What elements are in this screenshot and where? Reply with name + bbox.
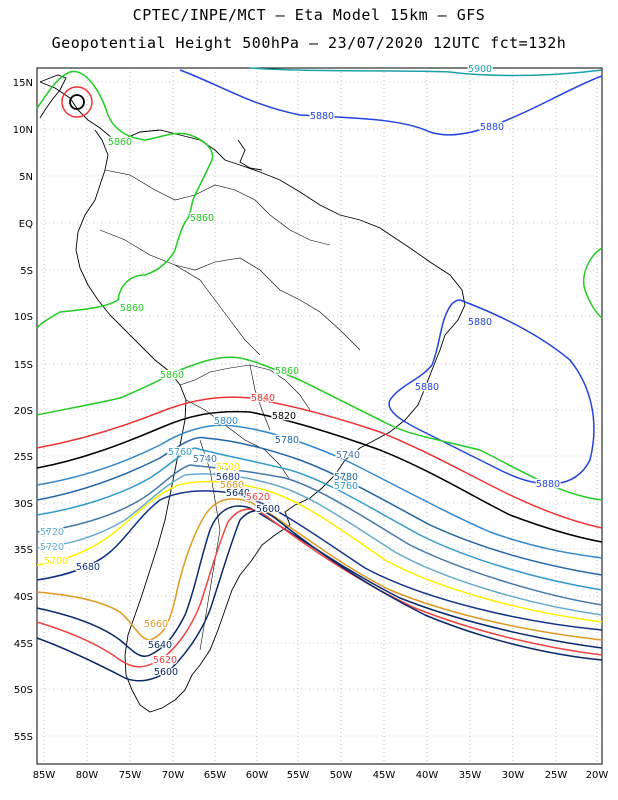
lat-label: 55S	[14, 732, 33, 743]
contour-label-5860: 5860	[108, 137, 132, 148]
lon-label: 70W	[162, 770, 185, 781]
lon-label: 80W	[76, 770, 99, 781]
lat-label: EQ	[19, 219, 33, 230]
contour-label-5880: 5880	[310, 111, 334, 122]
contour-5880-north	[179, 69, 603, 136]
lat-label: 30S	[14, 499, 33, 510]
lat-label: 15N	[13, 78, 33, 89]
lat-label: 10S	[14, 312, 33, 323]
contour-5640	[36, 505, 603, 657]
contour-5780	[36, 436, 603, 576]
contour-5740	[36, 464, 603, 606]
contour-5860-east	[583, 247, 603, 319]
contour-5820	[36, 410, 603, 543]
lat-label: 5N	[19, 172, 33, 183]
lon-label: 50W	[330, 770, 353, 781]
contour-label-5720: 5720	[40, 527, 64, 538]
longitude-labels: 85W 80W 75W 70W 65W 60W 55W 50W 45W 40W 35W 30W 25W 2…	[33, 770, 609, 781]
lon-label: 75W	[119, 770, 142, 781]
contour-label-5820: 5820	[272, 411, 296, 422]
contour-label-5780: 5780	[275, 435, 299, 446]
contour-label-5880: 5880	[415, 382, 439, 393]
contour-label-5760: 5760	[168, 447, 192, 458]
lon-label: 65W	[204, 770, 227, 781]
contour-5720	[36, 473, 603, 616]
lat-lon-grid	[37, 68, 602, 764]
contour-label-5600: 5600	[154, 667, 178, 678]
lon-label: 30W	[502, 770, 525, 781]
contour-label-5760: 5760	[334, 481, 358, 492]
contour-label-5640: 5640	[226, 488, 250, 499]
contour-5660	[36, 498, 603, 641]
contour-5860-north	[36, 70, 214, 329]
lat-label: 35S	[14, 545, 33, 556]
lat-label: 10N	[13, 125, 33, 136]
contour-label-5700: 5700	[44, 556, 68, 567]
contour-5760	[36, 447, 603, 591]
contour-label-5860: 5860	[190, 213, 214, 224]
contour-label-5740: 5740	[193, 454, 217, 465]
contour-5680	[36, 490, 603, 631]
lon-label: 45W	[373, 770, 396, 781]
lon-label: 25W	[545, 770, 568, 781]
contour-label-5740: 5740	[336, 450, 360, 461]
contour-5620	[36, 508, 603, 668]
lat-label: 25S	[14, 452, 33, 463]
contour-label-5840: 5840	[251, 393, 275, 404]
contour-5900	[249, 67, 603, 77]
contour-5800	[36, 424, 603, 559]
contour-label-5880: 5880	[536, 479, 560, 490]
contour-5840	[36, 396, 603, 529]
contour-label-5680: 5680	[216, 472, 240, 483]
lon-label: 35W	[459, 770, 482, 781]
lat-label: 15S	[14, 360, 33, 371]
contour-label-5700: 5700	[216, 462, 240, 473]
contour-lines	[36, 67, 603, 682]
map-frame	[36, 67, 603, 765]
lon-label: 85W	[33, 770, 56, 781]
contour-label-5860: 5860	[120, 303, 144, 314]
contour-label-5880: 5880	[480, 122, 504, 133]
lat-label: 45S	[14, 639, 33, 650]
country-borders	[99, 169, 361, 651]
contour-5600	[36, 510, 603, 682]
map-subtitle: Geopotential Height 500hPa – 23/07/2020 …	[51, 34, 567, 52]
contour-labels: 5900 5880 5880 5880 5880 5880 5860 5860 5860 5860…	[39, 63, 562, 680]
contour-label-5600: 5600	[256, 504, 280, 515]
contour-label-5620: 5620	[246, 492, 270, 503]
map-title: CPTEC/INPE/MCT – Eta Model 15km – GFS	[132, 6, 486, 24]
contour-5860-south	[36, 356, 603, 501]
contour-label-5640: 5640	[148, 640, 172, 651]
coastlines	[39, 74, 466, 713]
contour-label-5660: 5660	[144, 619, 168, 630]
lon-label: 40W	[416, 770, 439, 781]
contour-label-5660: 5660	[220, 480, 244, 491]
lat-label: 50S	[14, 685, 33, 696]
contour-label-5680: 5680	[76, 562, 100, 573]
contour-label-5780: 5780	[334, 472, 358, 483]
latitude-labels: 15N 10N 5N EQ 5S 10S 15S 20S 25S 30S 35S 40S 45S 50S 5…	[13, 78, 33, 743]
contour-label-5800: 5800	[214, 416, 238, 427]
lat-label: 20S	[14, 406, 33, 417]
contour-5880-south	[388, 299, 595, 485]
contour-label-5620: 5620	[153, 655, 177, 666]
contour-label-5860: 5860	[160, 370, 184, 381]
lon-label: 55W	[287, 770, 310, 781]
contour-label-5860: 5860	[275, 366, 299, 377]
lat-label: 40S	[14, 592, 33, 603]
contour-label-5880: 5880	[468, 317, 492, 328]
contour-5700	[36, 480, 603, 623]
lon-label: 20W	[586, 770, 609, 781]
lon-label: 60W	[246, 770, 269, 781]
contour-label-5900: 5900	[468, 64, 492, 75]
high-center-marker	[61, 86, 93, 118]
contour-label-5720: 5720	[40, 542, 64, 553]
lat-label: 5S	[20, 266, 33, 277]
